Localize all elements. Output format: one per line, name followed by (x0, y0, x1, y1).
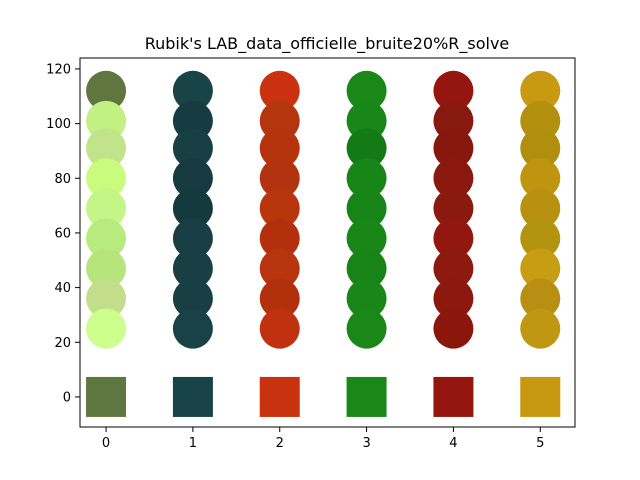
circle-marker-col-4-7 (433, 278, 474, 319)
circle-marker-col-3-4 (346, 188, 387, 229)
circle-marker-col-3-8 (346, 308, 387, 349)
circle-marker-col-1-2 (172, 128, 213, 169)
plot-frame (79, 57, 576, 428)
circle-marker-col-1-0 (172, 70, 213, 111)
marks-layer (86, 70, 561, 417)
square-marker-col-1 (172, 376, 213, 417)
square-marker-col-0 (86, 376, 127, 417)
circle-marker-col-0-5 (86, 218, 127, 259)
circle-marker-col-4-8 (433, 308, 474, 349)
circle-marker-col-2-3 (259, 158, 300, 199)
circle-marker-col-4-1 (433, 100, 474, 141)
circle-marker-col-2-6 (259, 248, 300, 289)
square-marker-col-5 (520, 376, 561, 417)
y-tick-label-1: 20 (54, 336, 71, 351)
circle-marker-col-4-5 (433, 218, 474, 259)
x-tick-label-2: 2 (276, 436, 284, 451)
circle-marker-col-1-1 (172, 100, 213, 141)
circle-marker-col-0-4 (86, 188, 127, 229)
circle-marker-col-0-8 (86, 308, 127, 349)
chart-title: Rubik's LAB_data_officielle_bruite20%R_s… (145, 34, 510, 54)
circle-marker-col-2-8 (259, 308, 300, 349)
x-tick-label-1: 1 (189, 436, 197, 451)
y-tick-label-0: 0 (63, 390, 71, 405)
x-tick-label-5: 5 (536, 436, 544, 451)
circle-marker-col-0-0 (86, 70, 127, 111)
square-marker-col-3 (346, 376, 387, 417)
circle-marker-col-1-5 (172, 218, 213, 259)
circle-marker-col-1-7 (172, 278, 213, 319)
y-tick-label-4: 80 (54, 172, 71, 187)
x-tick-label-3: 3 (362, 436, 370, 451)
circle-marker-col-2-4 (259, 188, 300, 229)
circle-marker-col-4-6 (433, 248, 474, 289)
circle-marker-col-5-4 (520, 188, 561, 229)
circle-marker-col-4-4 (433, 188, 474, 229)
circle-marker-col-5-5 (520, 218, 561, 259)
y-tick-label-6: 120 (46, 62, 71, 77)
circle-marker-col-4-3 (433, 158, 474, 199)
circle-marker-col-3-6 (346, 248, 387, 289)
circle-marker-col-5-6 (520, 248, 561, 289)
circle-marker-col-5-3 (520, 158, 561, 199)
circle-marker-col-3-1 (346, 100, 387, 141)
circle-marker-col-4-0 (433, 70, 474, 111)
circle-marker-col-5-8 (520, 308, 561, 349)
circle-marker-col-0-2 (86, 128, 127, 169)
circle-marker-col-1-3 (172, 158, 213, 199)
circle-marker-col-4-2 (433, 128, 474, 169)
circle-marker-col-0-1 (86, 100, 127, 141)
circle-marker-col-3-0 (346, 70, 387, 111)
circle-marker-col-5-7 (520, 278, 561, 319)
circle-marker-col-2-0 (259, 70, 300, 111)
circle-marker-col-3-7 (346, 278, 387, 319)
axes-layer: 0 1 2 3 4 5 0 20 40 60 80 100 120 (46, 62, 544, 451)
circle-marker-col-3-5 (346, 218, 387, 259)
circle-marker-col-1-8 (172, 308, 213, 349)
circle-marker-col-1-6 (172, 248, 213, 289)
square-marker-col-2 (259, 376, 300, 417)
circle-marker-col-5-0 (520, 70, 561, 111)
circle-marker-col-5-2 (520, 128, 561, 169)
circle-marker-col-3-2 (346, 128, 387, 169)
circle-marker-col-5-1 (520, 100, 561, 141)
circle-marker-col-2-5 (259, 218, 300, 259)
circle-marker-col-0-7 (86, 278, 127, 319)
circle-marker-col-2-1 (259, 100, 300, 141)
circle-marker-col-0-6 (86, 248, 127, 289)
y-tick-label-5: 100 (46, 117, 71, 132)
circle-marker-col-3-3 (346, 158, 387, 199)
y-tick-label-3: 60 (54, 226, 71, 241)
circle-marker-col-0-3 (86, 158, 127, 199)
x-tick-label-4: 4 (449, 436, 457, 451)
y-tick-label-2: 40 (54, 281, 71, 296)
circle-marker-col-1-4 (172, 188, 213, 229)
circle-marker-col-2-2 (259, 128, 300, 169)
x-tick-label-0: 0 (102, 436, 110, 451)
circle-marker-col-2-7 (259, 278, 300, 319)
square-marker-col-4 (433, 376, 474, 417)
